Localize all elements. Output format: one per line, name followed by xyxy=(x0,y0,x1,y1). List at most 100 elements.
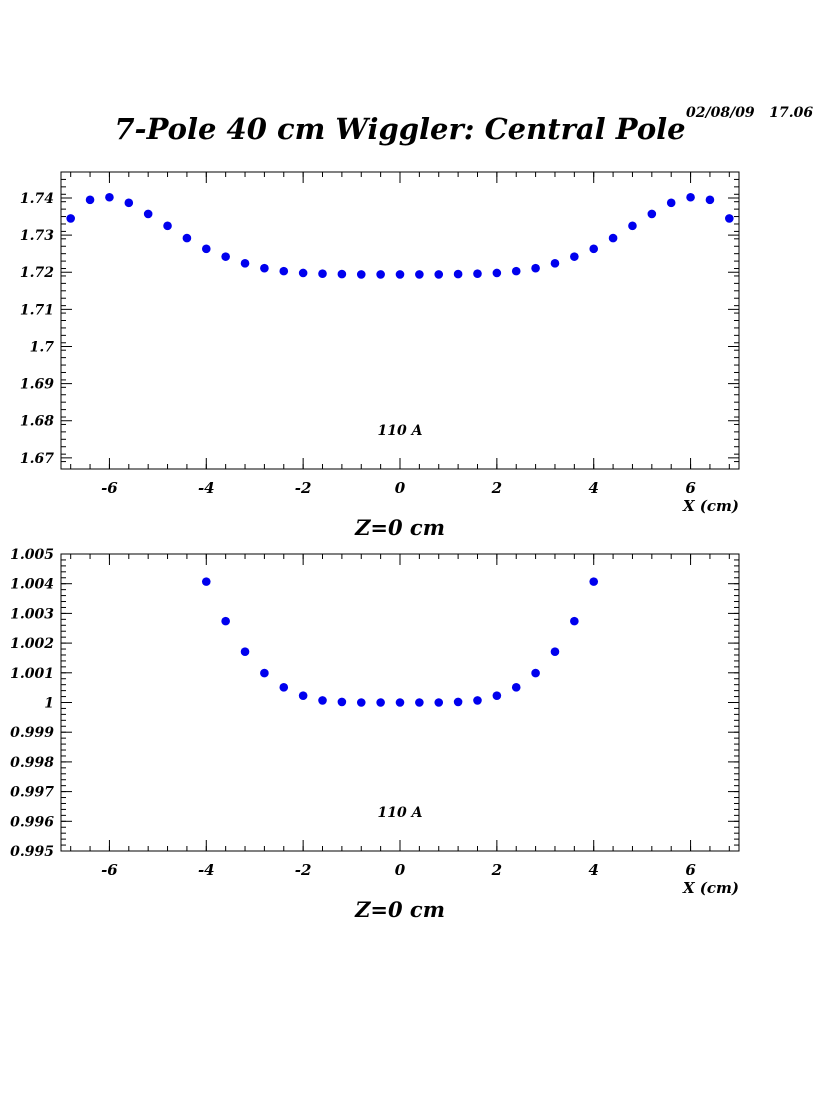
data-point xyxy=(570,252,579,261)
y-tick-label: 1.71 xyxy=(20,302,54,318)
data-point xyxy=(85,195,95,205)
data-point xyxy=(298,268,308,278)
x-tick-label: -2 xyxy=(295,479,312,497)
y-tick-label: 0.997 xyxy=(10,785,54,801)
data-point xyxy=(163,221,172,231)
data-point xyxy=(318,269,327,279)
data-point xyxy=(395,698,405,707)
data-point xyxy=(492,268,502,278)
timestamp: 02/08/09 17.06 xyxy=(686,105,814,121)
y-tick-label: 1.73 xyxy=(20,228,54,244)
x-tick-label: 2 xyxy=(491,479,502,497)
data-point xyxy=(511,266,521,276)
data-point xyxy=(260,263,269,273)
y-tick-label: 1.72 xyxy=(20,265,54,281)
x-tick-label: 4 xyxy=(588,479,598,497)
data-point xyxy=(105,192,114,202)
data-point xyxy=(356,698,366,707)
data-point xyxy=(686,192,695,202)
y-tick-label: 1.67 xyxy=(20,451,54,467)
data-point xyxy=(182,233,192,243)
data-point xyxy=(376,270,385,279)
data-point xyxy=(124,198,134,208)
x-tick-label: 6 xyxy=(685,861,696,879)
data-point xyxy=(337,269,347,279)
data-point xyxy=(221,252,230,261)
y-tick-label: 1.002 xyxy=(10,636,54,652)
bottom-plot: -6 -4 -2 0 2 4 6 0.995 0.996 0.997 0.998 0.999 1 1.00… xyxy=(10,547,740,922)
data-point xyxy=(550,259,560,268)
x-tick-label: -6 xyxy=(101,861,118,879)
data-point xyxy=(337,697,347,707)
annotation-current: 110 A xyxy=(378,805,423,821)
x-tick-label: 6 xyxy=(685,479,696,497)
data-point xyxy=(647,209,657,219)
data-point xyxy=(143,209,153,219)
data-point xyxy=(434,270,444,279)
data-point xyxy=(298,691,308,700)
data-point xyxy=(570,616,579,626)
y-tick-label: 1 xyxy=(44,696,54,712)
data-point xyxy=(589,577,599,586)
data-point xyxy=(415,698,424,707)
data-point xyxy=(318,696,327,705)
x-tick-label: 0 xyxy=(395,861,406,879)
x-tick-label: 0 xyxy=(395,479,406,497)
data-point xyxy=(473,696,482,705)
plot-caption: Z=0 cm xyxy=(354,515,445,540)
y-tick-label: 1.004 xyxy=(10,577,54,593)
x-axis-label: X (cm) xyxy=(682,497,739,515)
annotation-current: 110 A xyxy=(378,423,423,439)
data-point xyxy=(395,270,405,279)
data-point xyxy=(550,647,560,657)
data-point xyxy=(666,198,676,208)
x-axis-label: X (cm) xyxy=(682,879,739,897)
y-tick-label: 1.005 xyxy=(10,547,54,563)
data-point xyxy=(725,214,734,223)
x-tick-label: -4 xyxy=(198,861,215,879)
data-point xyxy=(453,269,463,279)
data-point xyxy=(415,270,424,279)
data-point xyxy=(376,698,385,707)
y-tick-label: 0.995 xyxy=(10,844,54,860)
x-tick-label: -2 xyxy=(295,861,312,879)
data-point xyxy=(221,616,230,626)
data-point xyxy=(201,577,211,586)
data-point xyxy=(473,269,482,279)
y-tick-label: 0.996 xyxy=(10,814,54,830)
x-tick-label: 4 xyxy=(588,861,598,879)
x-tick-label: 2 xyxy=(491,861,502,879)
y-tick-label: 0.998 xyxy=(10,755,54,771)
data-point xyxy=(705,195,715,205)
top-plot: -6 -4 -2 0 2 4 6 1.67 1.68 1.69 1.7 1.71 1.72 1.73 1.7… xyxy=(20,171,740,540)
y-tick-label: 1.7 xyxy=(30,339,55,355)
data-point xyxy=(434,698,444,707)
data-point xyxy=(531,263,540,273)
data-point xyxy=(240,259,250,268)
data-point xyxy=(589,244,599,254)
data-point xyxy=(279,683,289,692)
data-point xyxy=(260,668,269,678)
data-point xyxy=(453,697,463,707)
y-tick-label: 1.003 xyxy=(10,606,54,622)
y-tick-label: 1.68 xyxy=(20,414,54,430)
data-point xyxy=(201,244,211,254)
data-point xyxy=(356,270,366,279)
figure-title: 7-Pole 40 cm Wiggler: Central Pole xyxy=(114,112,686,146)
data-point xyxy=(66,214,75,223)
y-tick-label: 0.999 xyxy=(10,725,54,741)
data-point xyxy=(279,266,289,276)
data-point xyxy=(628,221,637,231)
data-point xyxy=(240,647,250,657)
data-point xyxy=(531,668,540,678)
data-point xyxy=(492,691,502,700)
x-tick-label: -4 xyxy=(198,479,215,497)
y-tick-label: 1.001 xyxy=(10,666,54,682)
x-tick-label: -6 xyxy=(101,479,118,497)
data-point xyxy=(511,683,521,692)
y-tick-label: 1.69 xyxy=(20,377,54,393)
y-tick-label: 1.74 xyxy=(20,191,54,207)
plot-caption: Z=0 cm xyxy=(354,897,445,922)
data-point xyxy=(608,233,618,243)
